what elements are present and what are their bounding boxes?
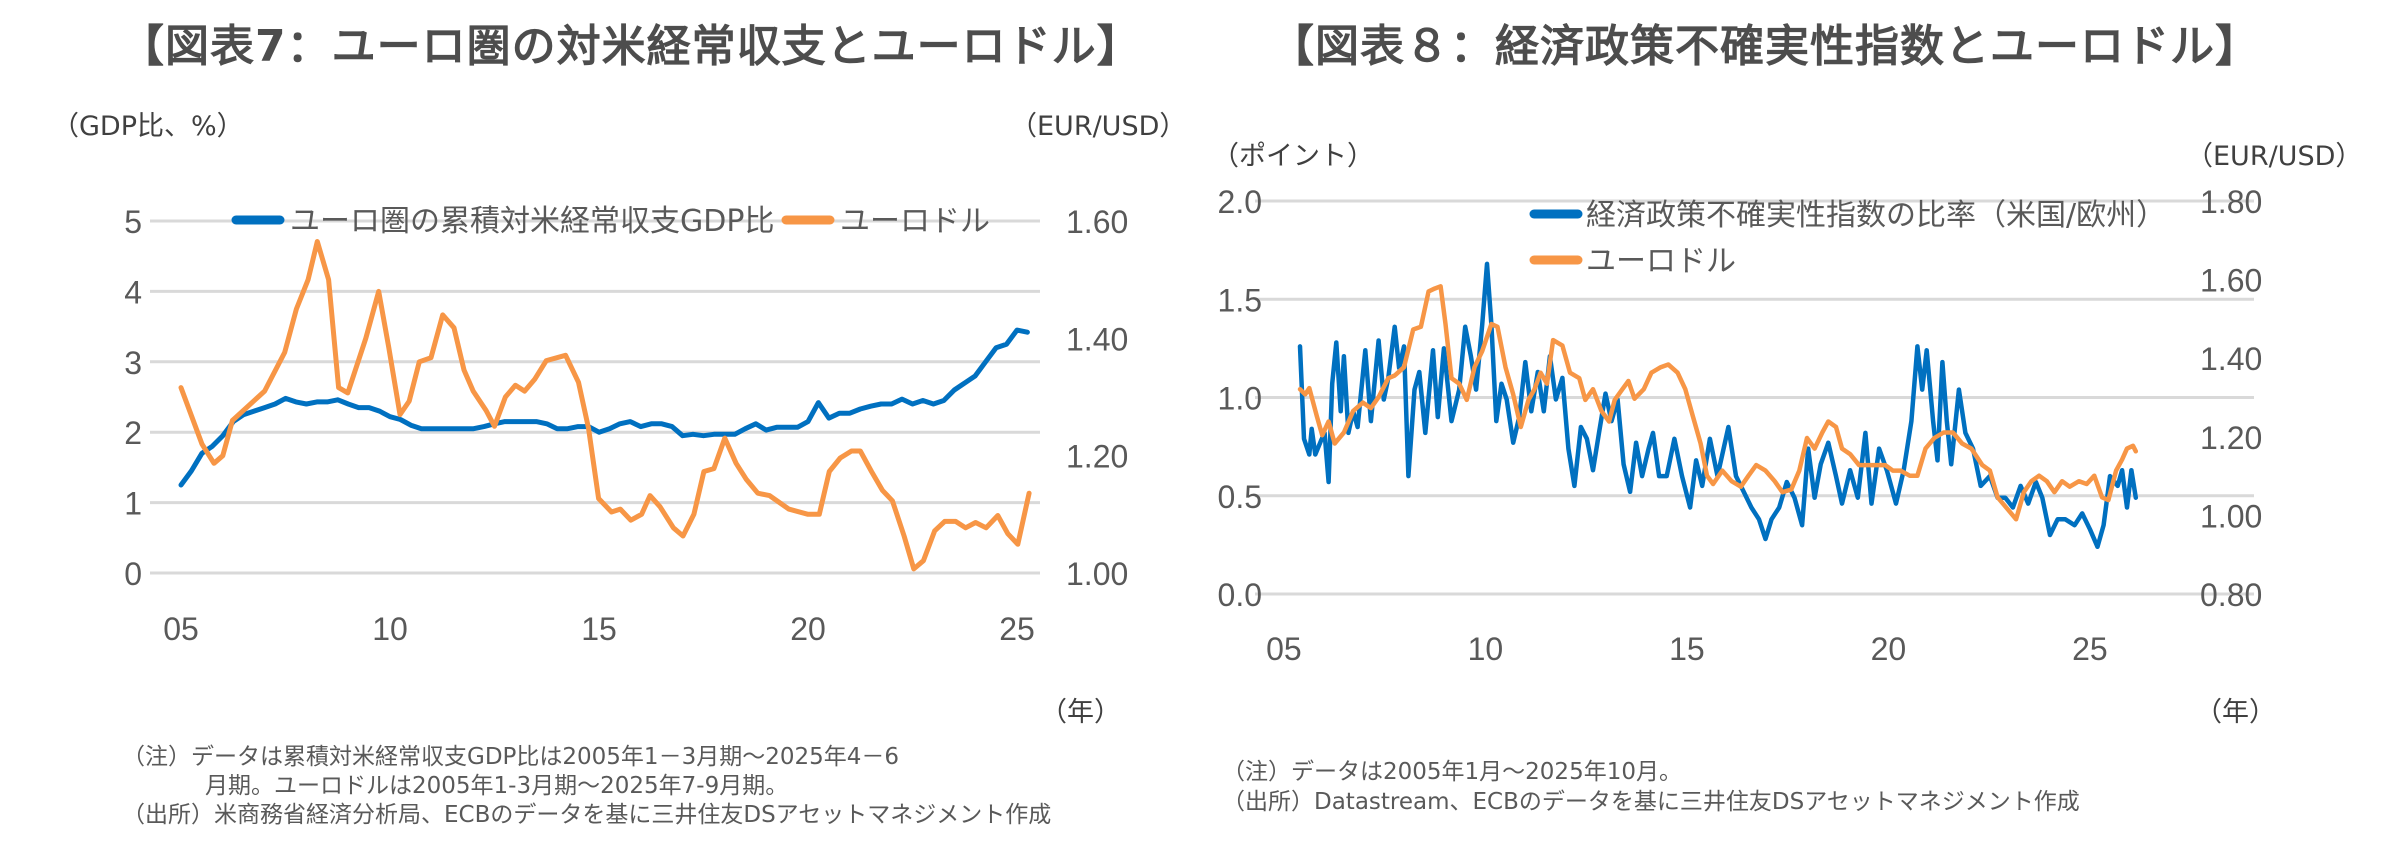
y-right-tick-label: 1.80 <box>2200 184 2262 220</box>
right-source: （出所）Datastream、ECBのデータを基に三井住友DSアセットマネジメン… <box>1222 789 2080 815</box>
y-left-tick-label: 1.0 <box>1218 381 1262 417</box>
left-x-axis-unit: （年） <box>1040 697 1121 728</box>
left-note-2: 月期。ユーロドルは2005年1-3月期～2025年7-9月期。 <box>205 773 789 799</box>
right-x-axis-unit: （年） <box>2195 697 2276 728</box>
chart-1: 0 1 2 3 4 5 1.00 1.20 1.40 1.60 05 10 15 20 25 ユーロ圏の累積対… <box>124 204 1128 647</box>
series-line-eurusd <box>178 239 1032 572</box>
x-tick-label: 15 <box>1669 631 1705 667</box>
legend-label: ユーロ圏の累積対米経常収支GDP比 <box>290 204 774 239</box>
x-tick-label: 05 <box>163 611 199 647</box>
y-left-tick-label: 4 <box>124 274 142 310</box>
y-right-tick-label: 1.60 <box>2200 263 2262 299</box>
x-tick-label: 25 <box>999 611 1035 647</box>
right-right-axis-unit: （EUR/USD） <box>2186 141 2363 172</box>
y-left-tick-label: 3 <box>124 345 142 381</box>
y-right-tick-label: 0.80 <box>2200 577 2262 613</box>
x-tick-label: 15 <box>581 611 617 647</box>
legend-label: 経済政策不確実性指数の比率（米国/欧州） <box>1586 198 2166 233</box>
legend-label: ユーロドル <box>840 204 990 239</box>
left-chart-title: 【図表7：ユーロ圏の対米経常収支とユーロドル】 <box>120 21 1142 72</box>
chart-2: 0.0 0.5 1.0 1.5 2.0 0.80 1.00 1.20 1.40 1.60 1.80 0… <box>1218 184 2263 667</box>
x-tick-label: 25 <box>2072 631 2108 667</box>
x-tick-label: 10 <box>1468 631 1504 667</box>
y-left-tick-label: 1.5 <box>1218 282 1262 318</box>
x-tick-label: 10 <box>372 611 408 647</box>
x-tick-label: 05 <box>1266 631 1302 667</box>
y-left-tick-label: 0.0 <box>1218 577 1262 613</box>
right-note: （注）データは2005年1月～2025年10月。 <box>1222 759 1682 785</box>
y-right-tick-label: 1.40 <box>1066 321 1128 357</box>
x-tick-label: 20 <box>1871 631 1907 667</box>
left-y-axis-unit: （GDP比、%） <box>52 111 244 142</box>
right-y-axis-unit: （ポイント） <box>1212 141 1374 172</box>
y-left-tick-label: 1 <box>124 486 142 522</box>
y-left-tick-label: 5 <box>124 204 142 240</box>
y-right-tick-label: 1.00 <box>1066 556 1128 592</box>
y-right-tick-label: 1.20 <box>2200 420 2262 456</box>
y-right-tick-label: 1.00 <box>2200 498 2262 534</box>
left-source: （出所）米商務省経済分析局、ECBのデータを基に三井住友DSアセットマネジメント… <box>122 802 1052 828</box>
y-left-tick-label: 2.0 <box>1218 184 1262 220</box>
right-chart-title: 【図表８：経済政策不確実性指数とユーロドル】 <box>1270 21 2260 72</box>
series-line-eurusd <box>1297 284 2139 522</box>
y-right-tick-label: 1.60 <box>1066 204 1128 240</box>
left-note-1: （注）データは累積対米経常収支GDP比は2005年1－3月期～2025年4－6 <box>122 744 900 770</box>
legend-label: ユーロドル <box>1586 244 1736 279</box>
y-right-tick-label: 1.20 <box>1066 439 1128 475</box>
y-right-tick-label: 1.40 <box>2200 341 2262 377</box>
y-left-tick-label: 0 <box>124 556 142 592</box>
series-line-primary <box>178 327 1030 488</box>
y-left-tick-label: 2 <box>124 415 142 451</box>
y-left-tick-label: 0.5 <box>1218 479 1262 515</box>
x-tick-label: 20 <box>790 611 826 647</box>
left-right-axis-unit: （EUR/USD） <box>1010 111 1187 142</box>
